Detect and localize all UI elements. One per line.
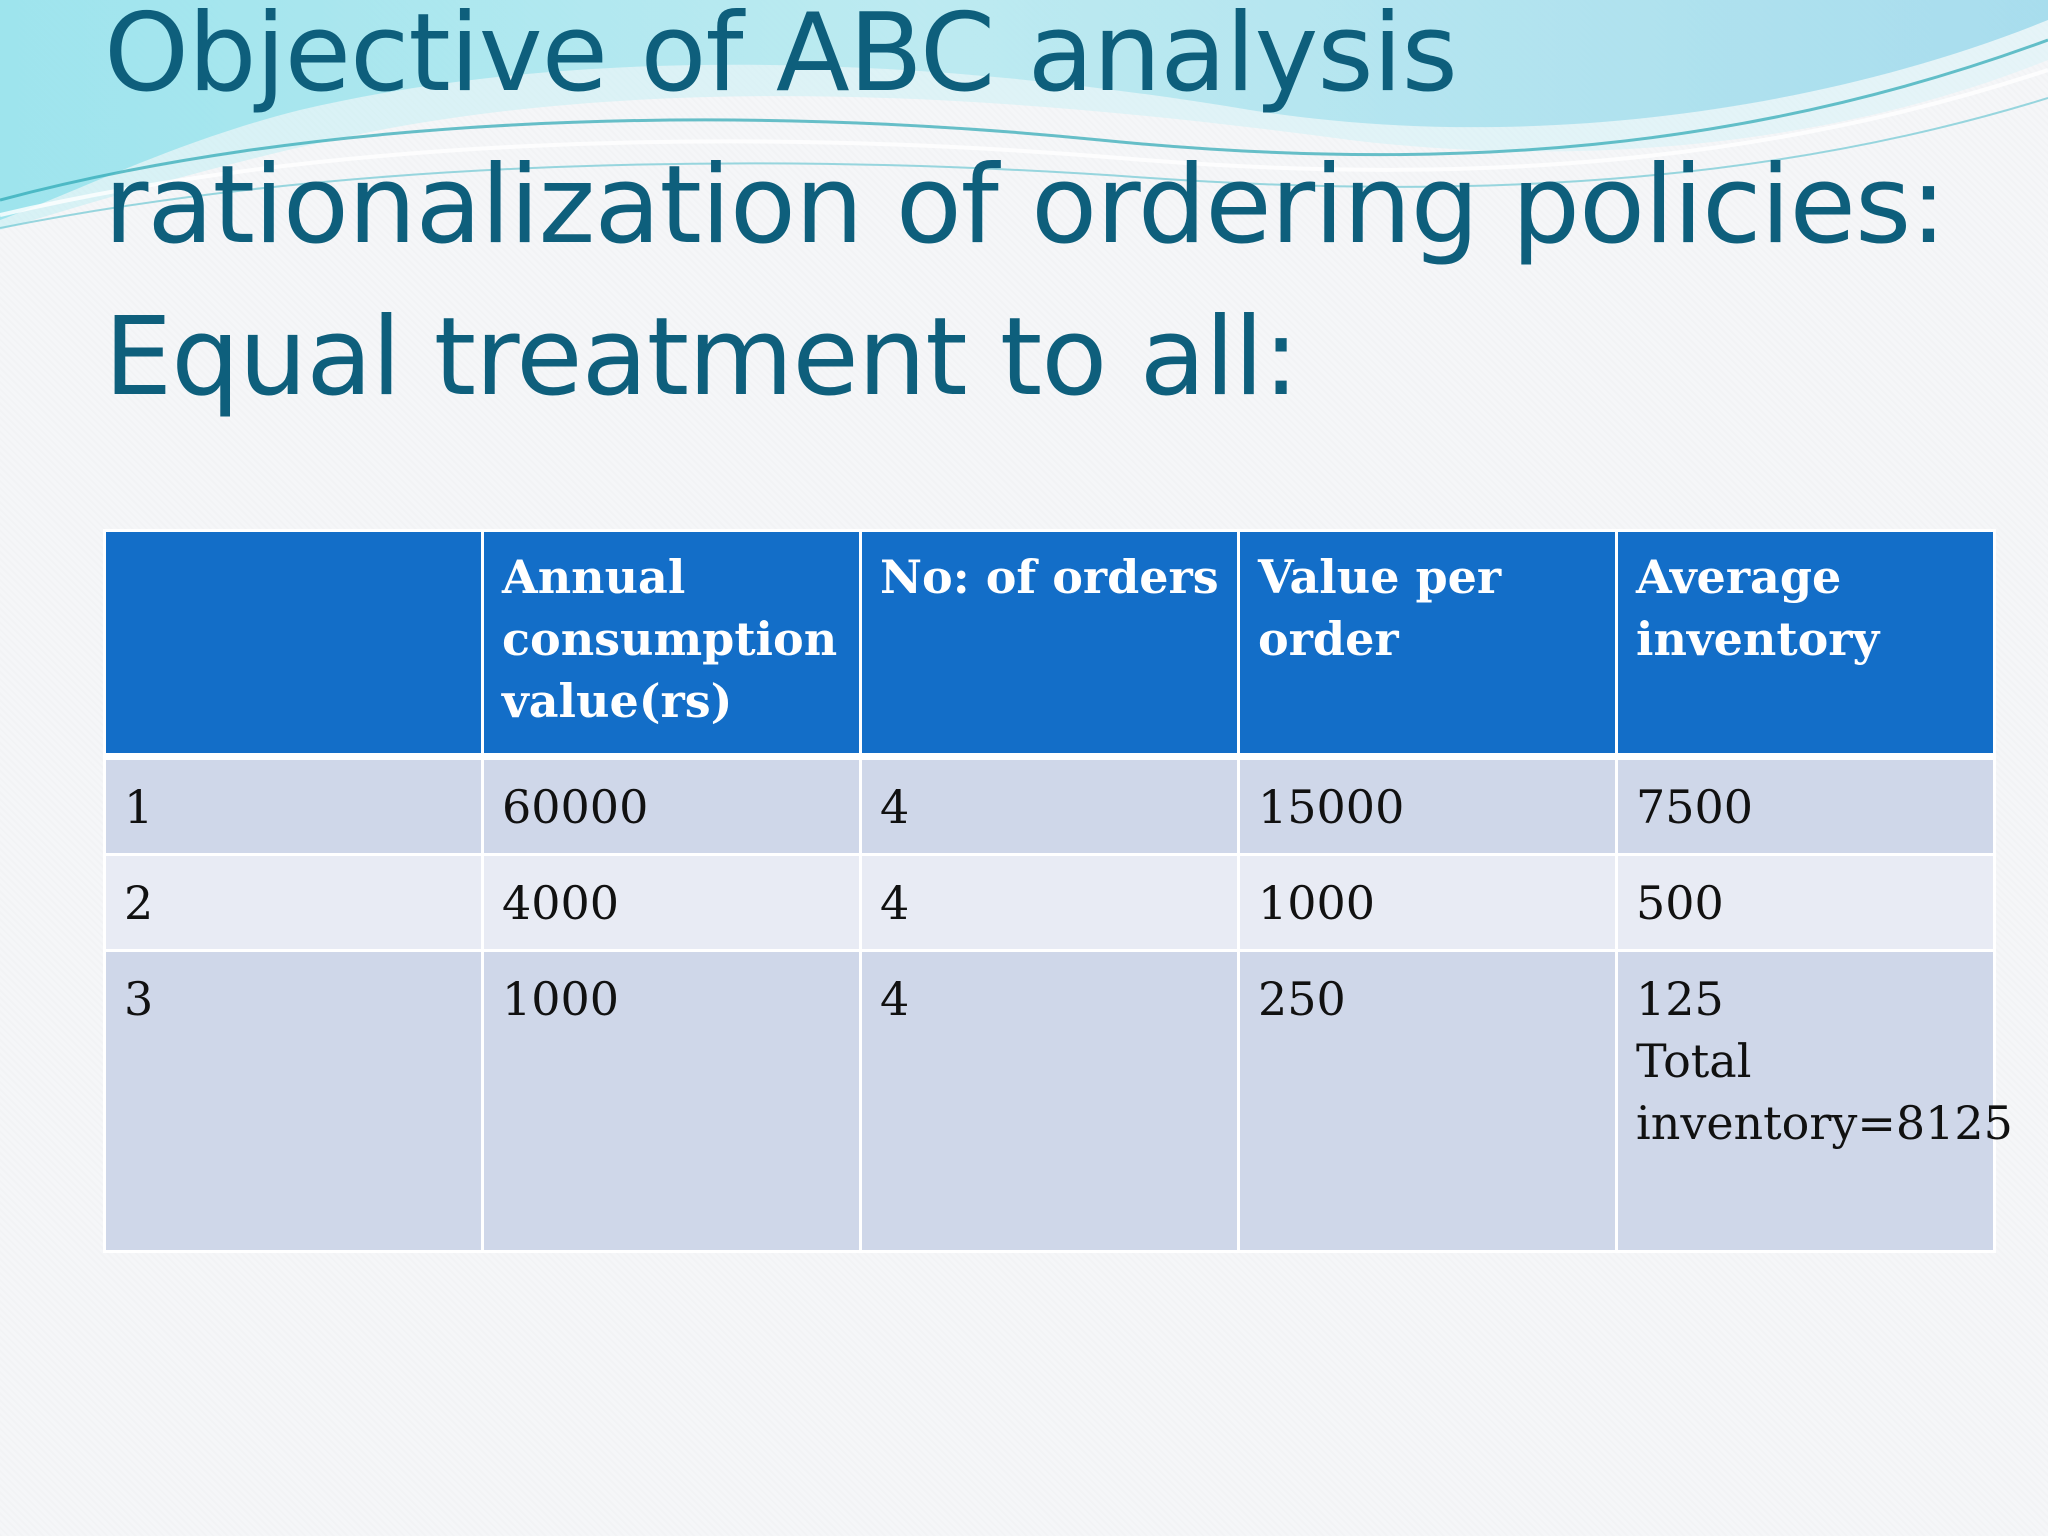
inventory-table: Annual consumption value(rs) No: of orde…: [103, 529, 2013, 1253]
cell-number-of-orders: 4: [859, 949, 1240, 1253]
header-number-of-orders: No: of orders: [859, 529, 1240, 760]
cell-average-inventory-with-total: 125 Total inventory=8125: [1615, 949, 2013, 1253]
cell-value-per-order: 15000: [1237, 755, 1618, 856]
decorative-wave-banner: [0, 0, 2048, 230]
slide-title: Objective of ABC analysis rationalizatio…: [104, 0, 1984, 434]
table-row: 3 1000 4 250 125 Total inventory=8125: [103, 949, 2013, 1253]
title-line-3: Equal treatment to all:: [104, 295, 1299, 420]
header-value-per-order: Value per order: [1237, 529, 1618, 760]
table-row: 1 60000 4 15000 7500: [103, 755, 1996, 856]
cell-value-per-order: 250: [1237, 949, 1618, 1253]
cell-average-inventory: 500: [1615, 853, 1996, 952]
title-line-2: rationalization of ordering policies:: [104, 143, 1947, 268]
cell-number-of-orders: 4: [859, 853, 1240, 952]
cell-item: 3: [103, 949, 484, 1253]
table-row: 2 4000 4 1000 500: [103, 853, 1996, 952]
cell-item: 1: [103, 755, 484, 856]
total-inventory-note: Total inventory=8125: [1636, 1034, 2013, 1150]
average-inventory-value: 125: [1636, 972, 1724, 1026]
header-annual-consumption: Annual consumption value(rs): [481, 529, 862, 760]
table-header-row: Annual consumption value(rs) No: of orde…: [103, 529, 1996, 760]
header-cell-blank: [103, 529, 484, 760]
cell-value-per-order: 1000: [1237, 853, 1618, 952]
cell-annual-consumption: 4000: [481, 853, 862, 952]
cell-item: 2: [103, 853, 484, 952]
cell-annual-consumption: 1000: [481, 949, 862, 1253]
cell-number-of-orders: 4: [859, 755, 1240, 856]
cell-average-inventory: 7500: [1615, 755, 1996, 856]
title-line-1: Objective of ABC analysis: [104, 0, 1458, 116]
cell-annual-consumption: 60000: [481, 755, 862, 856]
header-average-inventory: Average inventory: [1615, 529, 1996, 760]
